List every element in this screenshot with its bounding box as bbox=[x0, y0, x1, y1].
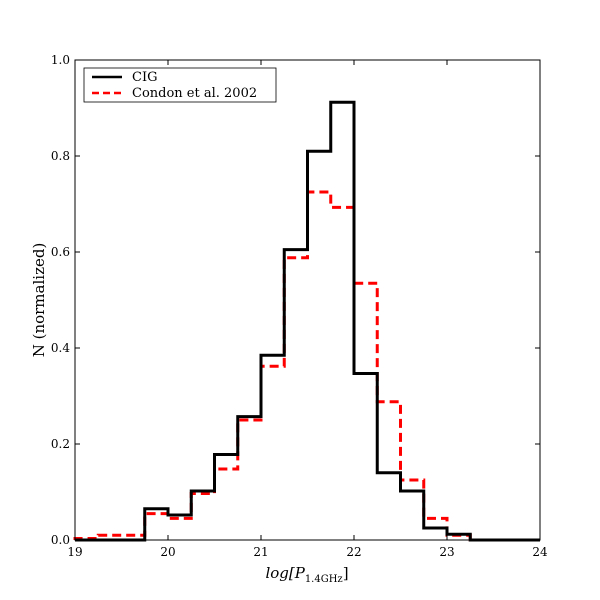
legend-box bbox=[83, 67, 277, 103]
y-tick-label: 0.0 bbox=[51, 533, 70, 547]
ticks-layer: 19 20 21 22 23 24 0.0 0.2 0.4 0.6 0.8 1.0 bbox=[51, 53, 548, 559]
y-tick-label: 0.2 bbox=[51, 437, 70, 451]
x-tick-label: 19 bbox=[67, 545, 82, 559]
legend: CIG Condon et al. 2002 bbox=[83, 67, 277, 103]
x-axis-label-close: ] bbox=[343, 564, 349, 582]
series-cig-line bbox=[75, 100, 540, 542]
legend-label-cig: CIG bbox=[132, 70, 157, 85]
x-axis-label-sub: 1.4GHz bbox=[305, 574, 343, 585]
y-tick-label: 1.0 bbox=[51, 53, 70, 67]
y-tick-label: 0.8 bbox=[51, 149, 70, 163]
x-tick-label: 21 bbox=[253, 545, 268, 559]
x-axis-label: log[P1.4GHz] bbox=[265, 564, 348, 585]
x-tick-label: 24 bbox=[532, 545, 548, 559]
plot-frame bbox=[74, 59, 541, 541]
x-tick-label: 22 bbox=[346, 545, 361, 559]
legend-label-condon: Condon et al. 2002 bbox=[132, 86, 257, 101]
x-tick-label: 23 bbox=[439, 545, 454, 559]
x-axis-label-main: log[P bbox=[265, 564, 305, 582]
y-axis-label: N (normalized) bbox=[30, 243, 48, 358]
series-layer bbox=[73, 100, 540, 542]
y-tick-label: 0.4 bbox=[51, 341, 70, 355]
x-tick-label: 20 bbox=[160, 545, 175, 559]
plot-background bbox=[75, 60, 540, 540]
series-condon-line bbox=[73, 190, 540, 542]
y-tick-label: 0.6 bbox=[51, 245, 70, 259]
